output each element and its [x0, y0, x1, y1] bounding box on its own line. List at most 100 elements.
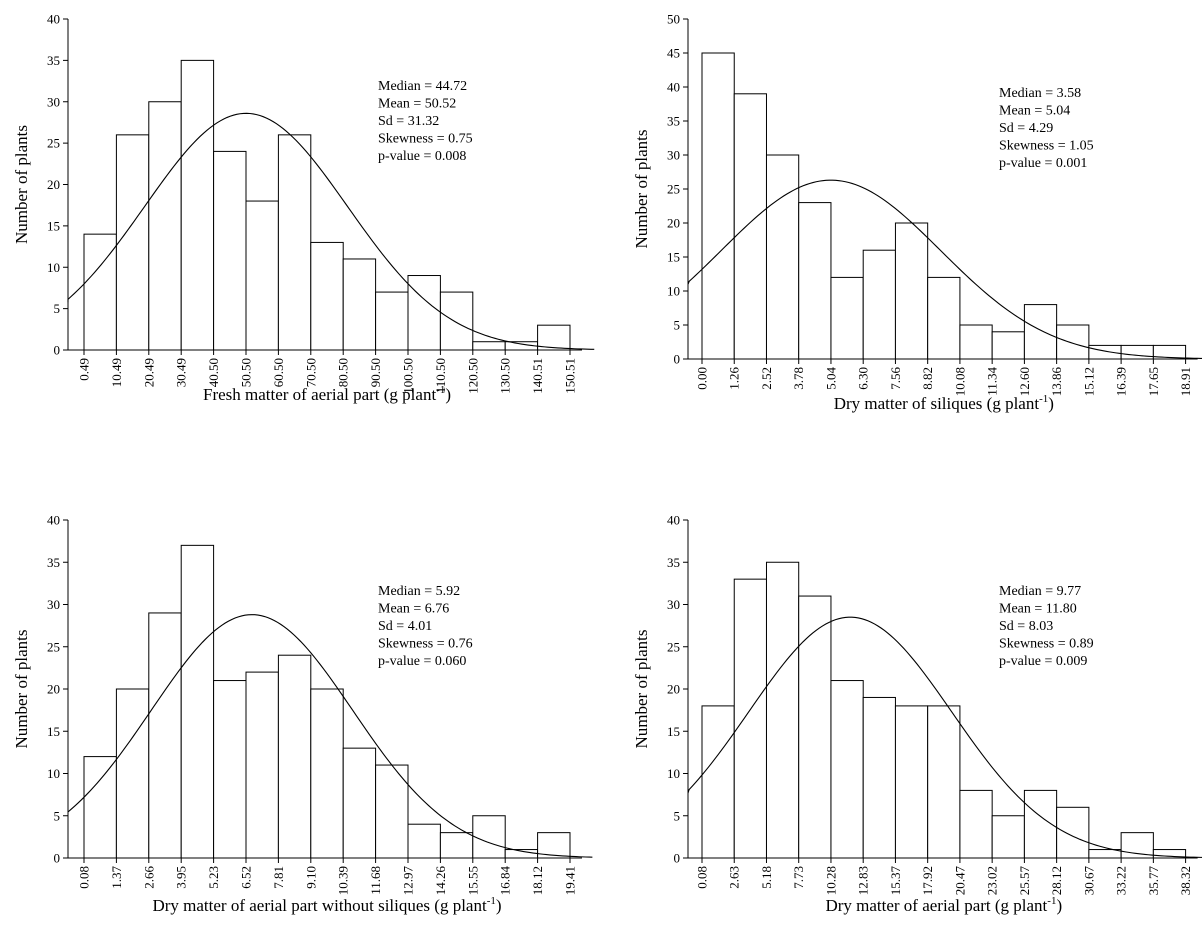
- stat-value: 0.009: [1052, 654, 1087, 669]
- stat-label: Skewness =: [999, 637, 1066, 652]
- x-tick-label: 5.18: [759, 866, 774, 889]
- x-axis-label: Dry matter of aerial part without siliqu…: [152, 895, 501, 915]
- x-tick-label: 1.26: [727, 367, 742, 390]
- x-tick-label: 30.49: [174, 358, 189, 387]
- bar: [959, 789, 993, 859]
- stat-line: Mean = 11.80: [999, 602, 1077, 617]
- y-tick-label: 0: [54, 343, 61, 358]
- stat-line: Median = 9.77: [999, 584, 1081, 599]
- y-tick-label: 0: [674, 352, 681, 367]
- stat-line: Skewness = 0.75: [378, 132, 473, 147]
- x-tick-label: 12.83: [856, 866, 871, 895]
- stat-value: 5.92: [432, 584, 460, 599]
- x-tick-label: 5.23: [206, 866, 221, 889]
- stat-label: Mean =: [378, 97, 421, 112]
- y-tick-label: 0: [54, 851, 61, 866]
- bar: [213, 680, 247, 859]
- y-tick-label: 35: [667, 114, 680, 129]
- x-tick-label: 17.92: [920, 866, 935, 895]
- stat-line: Sd = 8.03: [999, 619, 1053, 634]
- x-tick-label: 25.57: [1017, 866, 1032, 896]
- x-tick-label: 0.08: [77, 866, 92, 889]
- y-tick-label: 5: [674, 808, 681, 823]
- x-tick-label: 130.50: [498, 358, 513, 394]
- stat-value: 0.001: [1052, 156, 1087, 171]
- x-tick-label: 35.77: [1146, 866, 1161, 896]
- bar: [927, 705, 961, 859]
- histogram-fresh-matter-aerial: 0 5 10 15 20 25 30 35 40 0.49 10.49 20.49 30.49 40.50…: [0, 0, 601, 470]
- bar: [375, 764, 409, 859]
- stat-line: p-value = 0.008: [378, 149, 466, 164]
- y-tick-label: 30: [667, 148, 680, 163]
- y-tick-label: 40: [667, 513, 680, 528]
- bar: [148, 612, 182, 859]
- chart-svg: 0 5 10 15 20 25 30 35 40 0.08 1.37 2.66 3.95 5.23 6.52…: [12, 513, 593, 915]
- x-tick-label: 0.08: [695, 866, 710, 889]
- stat-line: Sd = 4.01: [378, 619, 432, 634]
- stat-label: Skewness =: [378, 637, 445, 652]
- bar: [310, 241, 344, 351]
- stat-value: 0.89: [1066, 637, 1094, 652]
- stat-label: Median =: [999, 86, 1053, 101]
- x-tick-label: 13.86: [1049, 367, 1064, 397]
- y-axis-label: Number of plants: [632, 630, 651, 749]
- stat-value: 0.75: [445, 132, 473, 147]
- x-tick-label: 3.78: [791, 367, 806, 390]
- y-tick-label: 10: [47, 766, 60, 781]
- x-tick-label: 15.37: [888, 866, 903, 896]
- stat-label: p-value =: [999, 156, 1052, 171]
- x-axis-label-superscript: -1: [1039, 393, 1048, 405]
- bar: [472, 341, 506, 351]
- bar: [310, 688, 344, 859]
- stat-line: p-value = 0.001: [999, 156, 1087, 171]
- y-tick-label: 25: [667, 182, 680, 197]
- bar: [1056, 324, 1090, 360]
- x-tick-label: 6.52: [239, 866, 254, 889]
- bar: [1088, 344, 1122, 360]
- bar: [213, 150, 247, 351]
- x-tick-label: 38.32: [1178, 866, 1193, 895]
- x-tick-label: 2.52: [759, 367, 774, 390]
- stat-value: 3.58: [1053, 86, 1081, 101]
- stat-value: 0.76: [445, 637, 473, 652]
- y-tick-label: 20: [667, 682, 680, 697]
- bar: [115, 134, 150, 351]
- x-tick-label: 0.49: [77, 358, 92, 381]
- y-tick-label: 40: [667, 80, 680, 95]
- stat-value: 44.72: [432, 79, 467, 94]
- x-tick-label: 9.10: [303, 866, 318, 889]
- bar: [180, 544, 215, 859]
- bar: [1023, 304, 1058, 360]
- stat-value: 8.03: [1025, 619, 1053, 634]
- x-tick-label: 80.50: [336, 358, 351, 387]
- stat-line: Median = 3.58: [999, 86, 1081, 101]
- stat-line: Sd = 31.32: [378, 114, 439, 129]
- x-tick-label: 10.08: [952, 367, 967, 396]
- y-tick-label: 50: [667, 12, 680, 27]
- stat-value: 4.29: [1025, 121, 1053, 136]
- stat-line: Median = 5.92: [378, 584, 460, 599]
- stat-label: Sd =: [999, 121, 1025, 136]
- y-tick-label: 5: [674, 318, 681, 333]
- bar: [245, 200, 279, 351]
- x-tick-label: 15.12: [1081, 367, 1096, 396]
- x-tick-label: 30.67: [1081, 866, 1096, 896]
- x-tick-label: 16.39: [1114, 367, 1129, 396]
- stat-value: 9.77: [1053, 584, 1081, 599]
- x-tick-label: 23.02: [985, 866, 1000, 895]
- bar: [1120, 832, 1154, 859]
- x-tick-label: 2.66: [141, 866, 156, 889]
- bar: [375, 291, 409, 351]
- bar: [701, 705, 735, 859]
- x-axis-label-end: ): [1056, 896, 1062, 915]
- y-tick-label: 10: [667, 284, 680, 299]
- stat-line: Mean = 6.76: [378, 602, 449, 617]
- x-axis-label-main: Dry matter of aerial part (g plant: [825, 896, 1047, 915]
- stat-label: Skewness =: [378, 132, 445, 147]
- y-tick-label: 20: [47, 682, 60, 697]
- stat-value: 0.008: [431, 149, 466, 164]
- y-tick-label: 5: [54, 301, 61, 316]
- y-tick-label: 35: [47, 53, 60, 68]
- y-tick-label: 20: [47, 177, 60, 192]
- bar: [245, 671, 279, 859]
